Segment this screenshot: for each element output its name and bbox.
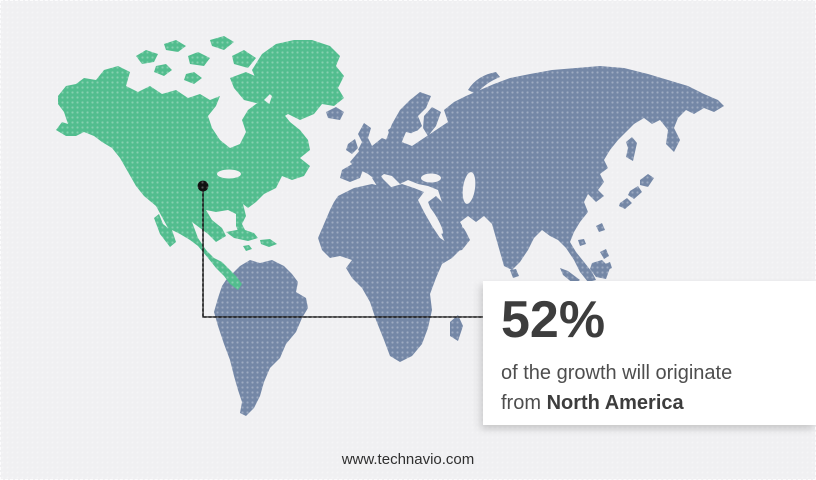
north-america-mainland-shape [56, 66, 310, 290]
hudson-bay [214, 107, 240, 141]
novaya-zemlya-shape [468, 72, 500, 94]
callout-leader [197, 180, 483, 318]
great-britain-shape [358, 123, 374, 156]
sea-carveouts [214, 107, 476, 234]
sakhalin-shape [626, 137, 637, 161]
iceland-shape [326, 107, 344, 120]
taiwan-shape [596, 223, 605, 232]
madagascar-shape [450, 315, 463, 341]
hainan-shape [578, 239, 586, 246]
sumatra-shape [560, 268, 580, 284]
borneo-shape [590, 260, 610, 279]
source-url: www.technavio.com [341, 451, 475, 468]
red-sea [425, 204, 443, 234]
iberia-shape [340, 163, 364, 182]
finland-shape [423, 107, 441, 136]
ireland-shape [346, 139, 358, 154]
jamaica-shape [243, 245, 252, 251]
greenland-shape [252, 40, 344, 120]
stat-description: of the growth will originate from North … [501, 358, 806, 418]
stat-description-line1: of the growth will originate [501, 361, 733, 384]
stat-callout-box: 52% of the growth will originate from No… [483, 281, 816, 425]
italy-shape [372, 171, 391, 192]
arctic-islands-shape [136, 36, 270, 104]
anchor-dot [197, 180, 209, 192]
scandinavia-shape [386, 92, 431, 148]
leader-line [202, 186, 483, 318]
baltic-sea [403, 130, 421, 144]
philippines-shape [600, 249, 612, 270]
japan-shape [619, 174, 654, 209]
south-america-shape [214, 260, 308, 416]
stat-value: 52% [501, 291, 606, 349]
sri-lanka-shape [510, 269, 519, 278]
stat-region-name: North America [546, 391, 684, 414]
north-america-region [56, 36, 344, 290]
persian-gulf [462, 223, 472, 229]
black-sea [421, 173, 441, 183]
caspian-sea [462, 172, 476, 204]
stat-description-prefix: from [501, 391, 547, 414]
eurasia-shape [350, 66, 724, 282]
great-lakes [217, 169, 241, 179]
hispaniola-shape [260, 239, 277, 247]
cuba-shape [226, 229, 258, 241]
